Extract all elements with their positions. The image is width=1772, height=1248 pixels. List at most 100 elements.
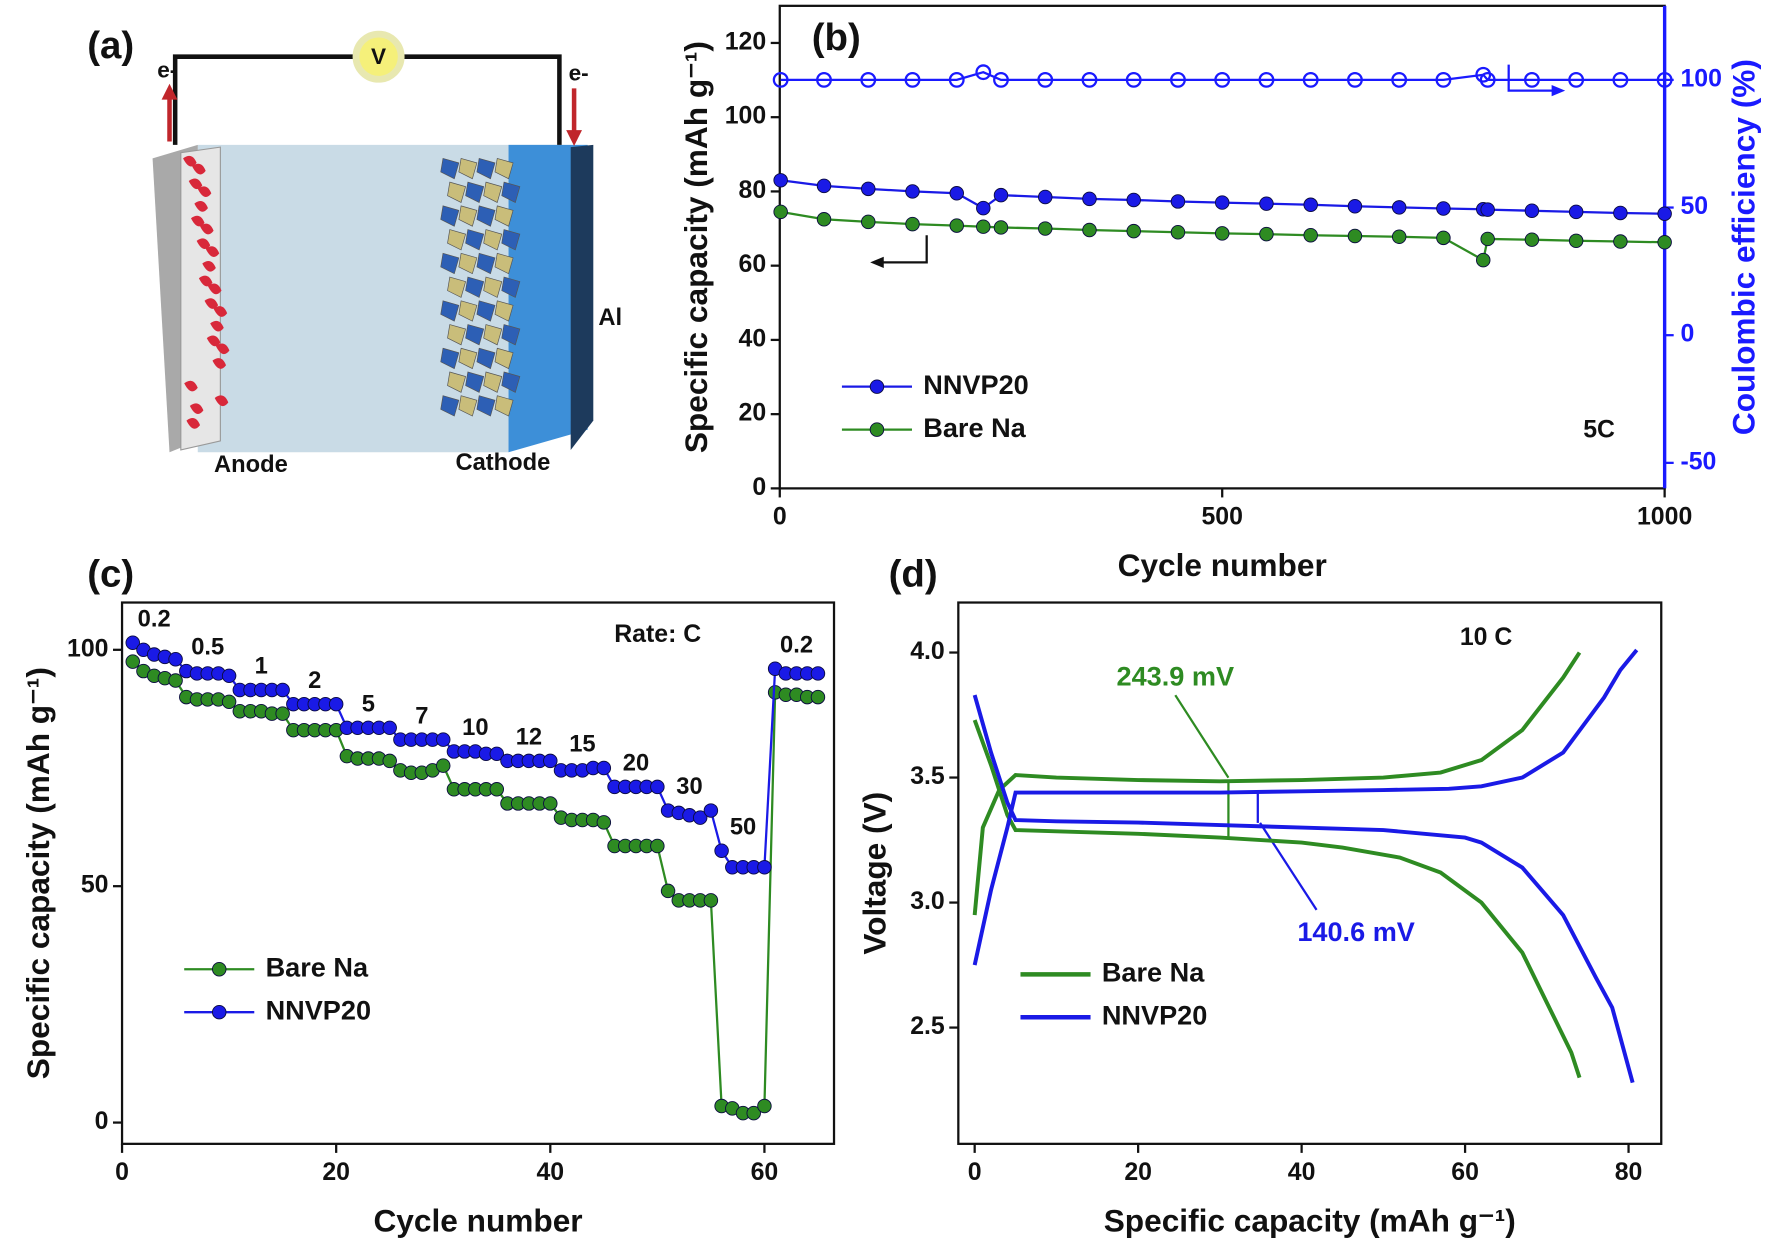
data-point bbox=[650, 838, 665, 854]
crystal bbox=[494, 205, 514, 227]
anode-label: Anode bbox=[214, 452, 288, 478]
y-tick-label: 20 bbox=[739, 399, 767, 427]
electron-label: e- bbox=[157, 57, 177, 82]
data-point bbox=[1347, 71, 1363, 88]
crystal bbox=[458, 205, 478, 227]
data-point bbox=[746, 1105, 761, 1121]
data-point bbox=[1214, 195, 1230, 210]
crystal bbox=[465, 324, 485, 346]
data-point bbox=[816, 71, 832, 88]
y2-tick-label: 100 bbox=[1680, 64, 1721, 92]
legend-marker bbox=[869, 422, 885, 437]
data-point bbox=[773, 204, 788, 220]
crystal bbox=[494, 395, 514, 417]
data-point bbox=[949, 218, 964, 233]
data-point bbox=[1347, 199, 1363, 214]
crystal bbox=[447, 371, 467, 393]
legend-label: Bare Na bbox=[266, 951, 369, 982]
voltmeter bbox=[352, 30, 405, 83]
data-point bbox=[948, 71, 965, 88]
x-tick-label: 0 bbox=[968, 1158, 982, 1186]
crystal bbox=[494, 300, 514, 322]
y-axis-label: Voltage (V) bbox=[856, 792, 892, 955]
x-tick-label: 60 bbox=[1451, 1158, 1479, 1186]
data-point bbox=[1082, 191, 1097, 207]
data-point bbox=[543, 753, 558, 769]
data-point bbox=[975, 64, 992, 81]
legend-label: NNVP20 bbox=[266, 994, 371, 1025]
y-tick-label: 0 bbox=[752, 473, 766, 501]
crystal bbox=[501, 371, 521, 393]
legend-label: Bare Na bbox=[923, 412, 1026, 443]
data-point bbox=[1259, 226, 1274, 242]
rate-label: 20 bbox=[623, 751, 649, 777]
x-tick-label: 500 bbox=[1201, 502, 1242, 530]
data-point bbox=[489, 746, 505, 762]
rate-label: 0.5 bbox=[191, 635, 224, 661]
rate-label: 1 bbox=[255, 654, 268, 680]
series-line bbox=[972, 694, 1635, 1084]
dendrite bbox=[183, 155, 197, 167]
crystal bbox=[447, 181, 467, 203]
data-point bbox=[1391, 71, 1408, 88]
data-point bbox=[692, 810, 708, 825]
dendrite bbox=[189, 403, 204, 415]
arrow bbox=[1507, 64, 1554, 92]
data-point bbox=[816, 212, 832, 227]
crystal bbox=[447, 324, 467, 346]
aluminum-collector bbox=[508, 144, 588, 453]
electron-label: e- bbox=[569, 61, 589, 86]
rate-label: 30 bbox=[676, 774, 702, 800]
data-point bbox=[1391, 200, 1407, 215]
data-point bbox=[905, 184, 920, 199]
x-tick-label: 60 bbox=[751, 1158, 779, 1186]
data-point bbox=[1657, 235, 1672, 250]
dendrite bbox=[200, 223, 214, 235]
y-tick-label: 40 bbox=[739, 324, 767, 352]
panel-label: (d) bbox=[889, 553, 938, 596]
data-point bbox=[596, 760, 612, 776]
data-point bbox=[1476, 252, 1491, 268]
data-point bbox=[275, 706, 290, 721]
data-point bbox=[1214, 226, 1230, 241]
x-tick-label: 20 bbox=[1124, 1158, 1152, 1186]
arrow-head bbox=[870, 256, 884, 269]
crystal bbox=[458, 252, 478, 275]
x-tick-label: 80 bbox=[1615, 1158, 1643, 1186]
data-point bbox=[860, 71, 877, 88]
data-point bbox=[904, 71, 921, 88]
data-point bbox=[382, 753, 397, 769]
dendrite bbox=[184, 380, 198, 392]
data-point bbox=[1524, 232, 1540, 247]
data-point bbox=[436, 732, 451, 747]
dendrite bbox=[188, 178, 203, 190]
annotation: 243.9 mV bbox=[1117, 660, 1235, 691]
data-point bbox=[1259, 196, 1274, 211]
y2-axis-label: Coulombic efficiency (%) bbox=[1725, 59, 1761, 435]
crystal bbox=[458, 347, 478, 370]
panel-label: (a) bbox=[87, 24, 134, 67]
y-tick-label: 3.0 bbox=[910, 887, 945, 915]
data-point bbox=[1479, 71, 1496, 88]
data-point bbox=[703, 893, 719, 908]
crystal bbox=[501, 324, 521, 346]
annotation: 5C bbox=[1583, 415, 1615, 443]
crystal bbox=[501, 276, 521, 298]
data-point bbox=[275, 682, 290, 698]
data-point bbox=[810, 666, 826, 681]
data-point bbox=[816, 178, 832, 194]
data-point bbox=[382, 720, 397, 736]
data-point bbox=[1613, 205, 1628, 221]
crystal bbox=[494, 157, 514, 180]
crystal bbox=[483, 229, 503, 251]
crystal bbox=[483, 181, 503, 203]
data-point bbox=[1612, 71, 1629, 88]
data-point bbox=[1613, 234, 1628, 249]
data-point bbox=[221, 668, 237, 684]
rate-label: 2 bbox=[308, 668, 321, 694]
crystal bbox=[476, 205, 496, 227]
crystal bbox=[501, 181, 521, 203]
crystal bbox=[465, 181, 485, 203]
crystal bbox=[440, 205, 460, 227]
